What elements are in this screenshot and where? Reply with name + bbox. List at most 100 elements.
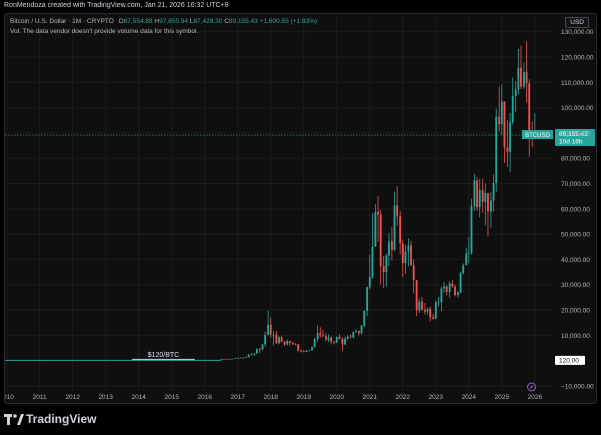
candle-body[interactable] bbox=[423, 310, 426, 312]
candle-body[interactable] bbox=[288, 341, 291, 343]
scroll-to-realtime-icon[interactable] bbox=[527, 382, 537, 392]
candle-body[interactable] bbox=[302, 351, 305, 353]
candle-body[interactable] bbox=[396, 205, 399, 217]
candle-body[interactable] bbox=[509, 122, 512, 152]
candle-body[interactable] bbox=[327, 337, 330, 340]
candle-body[interactable] bbox=[338, 336, 341, 340]
candle-body[interactable] bbox=[319, 333, 322, 336]
candle-body[interactable] bbox=[448, 283, 451, 292]
candle-body[interactable] bbox=[457, 292, 459, 296]
candle-body[interactable] bbox=[473, 180, 476, 206]
candle-body[interactable] bbox=[443, 286, 445, 289]
candle-body[interactable] bbox=[506, 147, 509, 152]
candle-body[interactable] bbox=[437, 302, 440, 303]
candle-body[interactable] bbox=[525, 72, 528, 84]
candle-body[interactable] bbox=[231, 358, 234, 360]
candle-body[interactable] bbox=[445, 286, 448, 292]
candle-body[interactable] bbox=[407, 245, 410, 252]
candle-body[interactable] bbox=[278, 337, 280, 344]
candle-body[interactable] bbox=[478, 189, 481, 208]
candle-body[interactable] bbox=[225, 359, 228, 360]
candle-body[interactable] bbox=[500, 101, 503, 125]
candle-body[interactable] bbox=[321, 335, 324, 337]
candle-body[interactable] bbox=[333, 341, 336, 343]
candle-body[interactable] bbox=[280, 337, 283, 342]
candle-body[interactable] bbox=[316, 333, 319, 340]
candle-body[interactable] bbox=[377, 211, 379, 215]
candle-body[interactable] bbox=[261, 344, 264, 350]
candle-body[interactable] bbox=[514, 89, 517, 96]
candle-body[interactable] bbox=[440, 288, 443, 303]
candle-body[interactable] bbox=[388, 241, 390, 256]
candle-body[interactable] bbox=[368, 276, 371, 288]
candle-body[interactable] bbox=[401, 243, 404, 264]
candle-body[interactable] bbox=[305, 350, 308, 352]
candle-body[interactable] bbox=[335, 336, 338, 343]
candle-body[interactable] bbox=[487, 193, 489, 212]
candle-body[interactable] bbox=[255, 348, 258, 354]
candle-body[interactable] bbox=[467, 252, 470, 254]
candle-body[interactable] bbox=[267, 324, 270, 335]
candle-body[interactable] bbox=[418, 301, 421, 311]
candle-body[interactable] bbox=[324, 336, 327, 340]
candle-body[interactable] bbox=[451, 283, 454, 287]
candle-body[interactable] bbox=[344, 338, 346, 345]
candle-body[interactable] bbox=[528, 83, 531, 132]
candle-body[interactable] bbox=[371, 246, 374, 277]
candle-body[interactable] bbox=[297, 344, 300, 351]
candle-body[interactable] bbox=[385, 255, 388, 273]
candle-body[interactable] bbox=[239, 357, 242, 359]
candle-body[interactable] bbox=[283, 341, 286, 345]
candle-body[interactable] bbox=[220, 358, 223, 360]
candle-body[interactable] bbox=[434, 302, 437, 319]
candle-body[interactable] bbox=[517, 67, 520, 90]
currency-button[interactable]: USD bbox=[565, 17, 589, 28]
candle-body[interactable] bbox=[228, 358, 231, 360]
candle-body[interactable] bbox=[374, 211, 377, 247]
candle-body[interactable] bbox=[247, 354, 250, 358]
candle-body[interactable] bbox=[454, 286, 456, 296]
candle-body[interactable] bbox=[465, 253, 468, 266]
candle-body[interactable] bbox=[490, 200, 492, 212]
candle-body[interactable] bbox=[404, 251, 407, 264]
candle-body[interactable] bbox=[291, 342, 294, 344]
candle-body[interactable] bbox=[481, 189, 484, 202]
candle-body[interactable] bbox=[294, 343, 297, 345]
candle-body[interactable] bbox=[308, 350, 311, 352]
candle-body[interactable] bbox=[346, 336, 349, 339]
candle-body[interactable] bbox=[432, 317, 435, 319]
candle-body[interactable] bbox=[498, 116, 501, 125]
candle-body[interactable] bbox=[236, 358, 239, 359]
candle-body[interactable] bbox=[429, 308, 432, 318]
candle-body[interactable] bbox=[390, 241, 393, 250]
candle-body[interactable] bbox=[503, 101, 506, 148]
candle-body[interactable] bbox=[311, 347, 313, 351]
candle-body[interactable] bbox=[258, 348, 261, 350]
candle-body[interactable] bbox=[242, 357, 245, 359]
candle-body[interactable] bbox=[412, 265, 415, 281]
candle-body[interactable] bbox=[275, 334, 278, 344]
candle-body[interactable] bbox=[426, 308, 429, 312]
candle-body[interactable] bbox=[462, 265, 465, 273]
candle-body[interactable] bbox=[511, 95, 514, 123]
candle-body[interactable] bbox=[330, 337, 333, 342]
candle-body[interactable] bbox=[349, 336, 352, 338]
candle-body[interactable] bbox=[382, 266, 385, 273]
candle-body[interactable] bbox=[459, 272, 462, 293]
candle-body[interactable] bbox=[245, 357, 247, 359]
candle-body[interactable] bbox=[264, 334, 267, 345]
candle-body[interactable] bbox=[360, 325, 363, 334]
chart-panel[interactable]: $120/BTC BTCUSD 89,155.43 10d 16h 120.00 −10… bbox=[4, 13, 597, 404]
candle-body[interactable] bbox=[352, 331, 355, 338]
candle-body[interactable] bbox=[379, 214, 382, 267]
candle-body[interactable] bbox=[222, 358, 225, 360]
candle-body[interactable] bbox=[253, 353, 256, 355]
candle-body[interactable] bbox=[354, 331, 357, 332]
candle-body[interactable] bbox=[470, 205, 473, 253]
candle-body[interactable] bbox=[269, 324, 272, 335]
candle-body[interactable] bbox=[415, 280, 418, 311]
candle-body[interactable] bbox=[234, 358, 237, 360]
candle-body[interactable] bbox=[363, 310, 366, 326]
candle-body[interactable] bbox=[520, 67, 522, 87]
